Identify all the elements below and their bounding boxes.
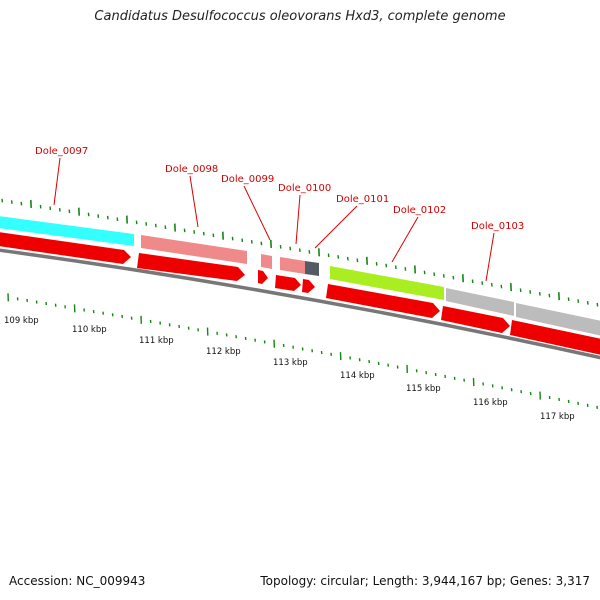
cog-bar-0100 xyxy=(280,257,305,274)
cds-arrow-0100 xyxy=(275,275,301,291)
gene-label-0101: Dole_0101 xyxy=(336,194,389,205)
kbp-label-114: 114 kbp xyxy=(340,371,375,381)
cog-bar-0098 xyxy=(141,235,247,264)
kbp-label-116: 116 kbp xyxy=(473,398,508,408)
cog-bar-0097 xyxy=(0,216,134,246)
gene-label-0102: Dole_0102 xyxy=(393,205,446,216)
gene-label-0097: Dole_0097 xyxy=(35,146,88,157)
leader-line xyxy=(189,175,199,228)
kbp-label-111: 111 kbp xyxy=(139,336,174,346)
kbp-label-115: 115 kbp xyxy=(406,384,441,394)
cog-bar-0102 xyxy=(330,266,444,300)
leader-line xyxy=(295,194,301,245)
leader-line xyxy=(485,232,495,282)
gene-label-0100: Dole_0100 xyxy=(278,183,331,194)
page-title: Candidatus Desulfococcus oleovorans Hxd3… xyxy=(94,9,506,24)
leader-line xyxy=(391,216,419,263)
cds-arrow-0102 xyxy=(326,284,440,318)
kbp-label-109: 109 kbp xyxy=(4,316,39,326)
leader-line xyxy=(243,185,271,241)
cog-bar-next xyxy=(516,303,600,336)
genome-backbone xyxy=(0,248,600,360)
leader-line xyxy=(53,157,61,206)
kbp-label-112: 112 kbp xyxy=(206,347,241,357)
cds-arrow-0103 xyxy=(441,306,510,333)
kbp-label-113: 113 kbp xyxy=(273,358,308,368)
kbp-label-117: 117 kbp xyxy=(540,412,575,422)
scale-tick-marks xyxy=(7,293,598,409)
cog-bar-0101 xyxy=(305,261,319,276)
cds-arrow-0098 xyxy=(137,253,245,281)
gene-label-0103: Dole_0103 xyxy=(471,221,524,232)
gene-label-0099: Dole_0099 xyxy=(221,174,274,185)
cog-bar-0103 xyxy=(446,288,514,316)
cds-arrow-next xyxy=(510,320,600,355)
cds-arrow-0099 xyxy=(258,270,268,284)
gene-label-0098: Dole_0098 xyxy=(165,164,218,175)
gene-label-leaders xyxy=(53,157,495,282)
leader-line xyxy=(314,205,358,249)
genome-stats-text: Topology: circular; Length: 3,944,167 bp… xyxy=(260,574,590,588)
cog-bar-0099 xyxy=(261,254,272,269)
kbp-label-110: 110 kbp xyxy=(72,325,107,335)
accession-text: Accession: NC_009943 xyxy=(9,574,146,588)
cds-arrow-0101 xyxy=(302,279,315,293)
cds-arrow-0097 xyxy=(0,232,131,264)
upper-tick-marks xyxy=(1,198,599,307)
